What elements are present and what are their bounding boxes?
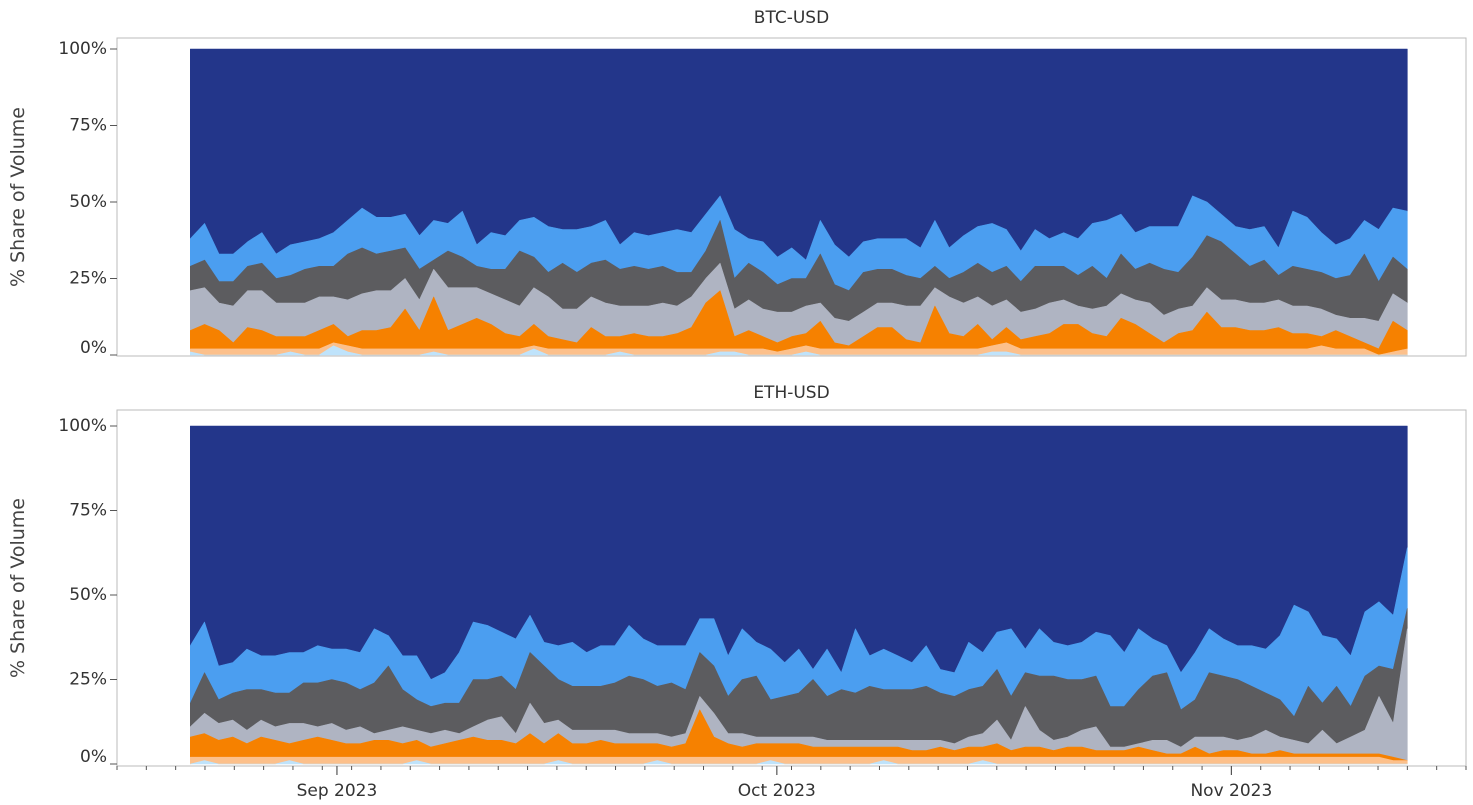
panel-title-1: ETH-USD bbox=[753, 383, 829, 403]
y-tick-label-1-4: 100% bbox=[58, 416, 107, 436]
y-tick-label-0-2: 50% bbox=[69, 192, 107, 212]
y-axis-label-1: % Share of Volume bbox=[7, 498, 29, 678]
area-series-1-6 bbox=[190, 760, 1408, 765]
y-tick-label-1-2: 50% bbox=[69, 585, 107, 605]
y-tick-label-1-3: 75% bbox=[69, 501, 107, 521]
y-tick-label-0-3: 75% bbox=[69, 116, 107, 136]
y-axis-label-0: % Share of Volume bbox=[7, 107, 29, 287]
y-tick-label-1-1: 25% bbox=[69, 670, 107, 690]
x-tick-label-1: Oct 2023 bbox=[738, 781, 816, 801]
x-tick-label-0: Sep 2023 bbox=[297, 781, 378, 801]
y-tick-label-0-0: 0% bbox=[80, 338, 107, 358]
y-tick-label-0-1: 25% bbox=[69, 269, 107, 289]
area-series-1-5 bbox=[190, 756, 1408, 765]
panel-title-0: BTC-USD bbox=[754, 8, 829, 28]
y-tick-label-1-0: 0% bbox=[80, 747, 107, 767]
y-tick-label-0-4: 100% bbox=[58, 39, 107, 59]
x-tick-label-2: Nov 2023 bbox=[1190, 781, 1272, 801]
area-series-0-6 bbox=[190, 345, 1408, 356]
